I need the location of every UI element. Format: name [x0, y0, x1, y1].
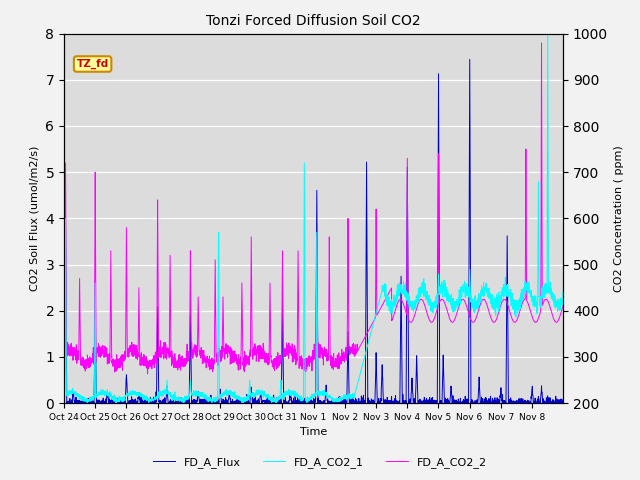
Text: TZ_fd: TZ_fd: [77, 59, 109, 69]
FD_A_CO2_1: [472, 298, 480, 303]
X-axis label: Time: Time: [300, 428, 327, 437]
FD_A_CO2_2: [435, 273, 443, 278]
Legend: FD_A_Flux, FD_A_CO2_1, FD_A_CO2_2: FD_A_Flux, FD_A_CO2_1, FD_A_CO2_2: [148, 452, 492, 472]
FD_A_CO2_2: [219, 330, 227, 336]
FD_A_Flux: [435, 166, 443, 171]
FD_A_CO2_1: [544, 31, 552, 36]
Y-axis label: CO2 Concentration ( ppm): CO2 Concentration ( ppm): [614, 145, 623, 292]
FD_A_CO2_2: [559, 302, 567, 308]
FD_A_CO2_1: [60, 392, 68, 398]
FD_A_CO2_1: [219, 393, 227, 399]
FD_A_CO2_1: [409, 299, 417, 304]
FD_A_CO2_1: [408, 304, 416, 310]
Line: FD_A_CO2_1: FD_A_CO2_1: [64, 34, 563, 403]
Y-axis label: CO2 Soil Flux (umol/m2/s): CO2 Soil Flux (umol/m2/s): [30, 146, 40, 291]
Line: FD_A_Flux: FD_A_Flux: [64, 60, 563, 403]
Title: Tonzi Forced Diffusion Soil CO2: Tonzi Forced Diffusion Soil CO2: [206, 14, 421, 28]
FD_A_Flux: [466, 57, 474, 62]
FD_A_CO2_1: [376, 294, 384, 300]
FD_A_CO2_1: [435, 288, 443, 294]
FD_A_Flux: [376, 399, 384, 405]
FD_A_Flux: [559, 400, 567, 406]
FD_A_Flux: [472, 400, 480, 406]
FD_A_CO2_2: [408, 318, 416, 324]
Line: FD_A_CO2_2: FD_A_CO2_2: [64, 43, 563, 374]
FD_A_Flux: [408, 383, 416, 389]
FD_A_Flux: [60, 400, 68, 406]
FD_A_CO2_2: [472, 315, 480, 321]
FD_A_CO2_2: [409, 318, 417, 324]
FD_A_CO2_1: [145, 400, 152, 406]
FD_A_Flux: [511, 400, 519, 406]
FD_A_CO2_2: [538, 40, 545, 46]
FD_A_Flux: [408, 381, 416, 386]
FD_A_CO2_1: [559, 290, 567, 296]
FD_A_CO2_2: [60, 353, 68, 359]
FD_A_CO2_2: [376, 306, 384, 312]
FD_A_Flux: [218, 399, 226, 405]
FD_A_CO2_2: [144, 371, 152, 377]
